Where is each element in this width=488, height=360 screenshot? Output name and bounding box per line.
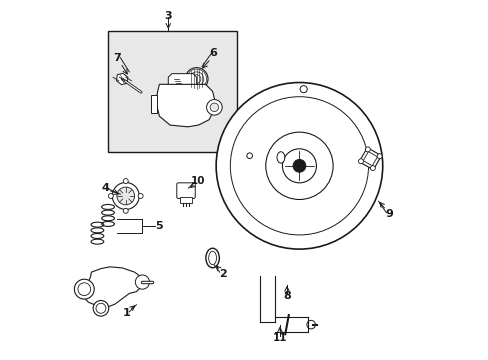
Text: 6: 6 [209,49,217,58]
Ellipse shape [123,208,128,213]
Ellipse shape [208,251,216,265]
Circle shape [93,301,108,316]
Circle shape [210,103,218,112]
Bar [108,31,237,152]
Circle shape [117,187,134,205]
Ellipse shape [277,152,284,163]
Ellipse shape [205,248,219,268]
Polygon shape [359,148,381,170]
Circle shape [206,100,222,115]
Circle shape [292,159,305,172]
Text: 5: 5 [155,221,162,231]
Polygon shape [363,152,377,166]
Text: 11: 11 [272,333,286,343]
Text: 7: 7 [114,53,121,63]
Text: 3: 3 [164,11,172,21]
FancyBboxPatch shape [179,197,192,203]
Ellipse shape [138,193,143,198]
Circle shape [358,159,363,164]
Circle shape [365,147,369,152]
Polygon shape [156,84,216,127]
Ellipse shape [123,179,128,184]
Circle shape [74,279,94,299]
Ellipse shape [108,193,113,198]
Circle shape [135,275,149,289]
Polygon shape [116,73,128,85]
Polygon shape [83,267,142,307]
Text: 4: 4 [101,183,109,193]
Text: 2: 2 [218,269,226,279]
Circle shape [185,68,207,90]
Circle shape [265,132,332,199]
Text: 1: 1 [122,308,130,318]
Circle shape [306,320,315,329]
Circle shape [376,154,382,159]
Polygon shape [150,95,156,113]
Circle shape [216,82,382,249]
Text: 8: 8 [283,291,290,301]
Polygon shape [168,74,196,84]
Circle shape [246,153,252,158]
Circle shape [300,86,306,93]
Circle shape [230,97,368,235]
FancyBboxPatch shape [177,183,195,198]
Circle shape [282,149,316,183]
Circle shape [369,166,375,171]
Text: 10: 10 [190,176,204,186]
Circle shape [112,183,139,210]
Text: 9: 9 [385,209,392,219]
Circle shape [78,283,90,296]
Circle shape [96,303,106,313]
